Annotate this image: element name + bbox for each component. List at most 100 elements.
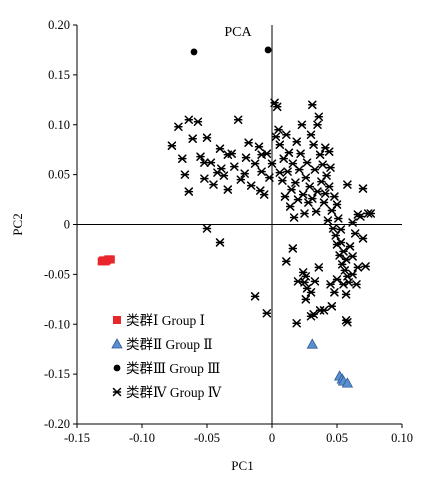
data-point-group-4 <box>283 167 292 176</box>
data-point-group-1 <box>101 257 110 266</box>
data-point-group-4 <box>326 163 335 172</box>
legend-marker-group-2 <box>111 338 123 349</box>
data-point-group-4 <box>330 192 339 201</box>
data-point-group-4 <box>326 280 335 289</box>
data-point-group-4 <box>292 319 301 328</box>
data-point-group-4 <box>302 158 312 167</box>
data-point-group-4 <box>308 100 317 110</box>
legend-marker-group-4 <box>112 387 122 397</box>
data-point-group-4 <box>178 154 187 163</box>
data-point-group-4 <box>353 210 363 219</box>
x-tick-label: -0.05 <box>194 431 220 445</box>
axes: -0.15 -0.10 -0.05 0 0.05 0.10-0.20-0.15-0.10-… <box>44 18 413 445</box>
data-point-group-4 <box>309 140 318 149</box>
data-point-group-4 <box>200 174 209 183</box>
data-points <box>97 46 376 388</box>
data-point-group-4 <box>340 266 350 275</box>
data-point-group-4 <box>285 202 295 211</box>
data-point-group-4 <box>332 275 342 284</box>
data-point-group-4 <box>188 134 197 143</box>
data-point-group-4 <box>274 125 283 134</box>
data-point-group-4 <box>297 120 307 129</box>
data-point-group-4 <box>308 194 317 203</box>
data-point-group-4 <box>322 171 331 180</box>
data-point-group-4 <box>337 260 347 269</box>
data-point-group-4 <box>339 280 348 289</box>
data-point-group-4 <box>215 144 225 153</box>
data-point-group-4 <box>318 160 327 169</box>
data-point-group-4 <box>233 115 243 125</box>
y-tick-label: 0.20 <box>48 18 70 32</box>
data-point-group-4 <box>193 117 203 127</box>
data-point-group-4 <box>306 288 316 297</box>
data-point-group-4 <box>223 150 233 159</box>
y-tick-label: 0.10 <box>48 118 70 132</box>
data-point-group-4 <box>314 112 324 122</box>
y-tick-label: -0.10 <box>44 317 70 331</box>
legend-label-group-4: 类群Ⅳ Group Ⅳ <box>126 385 222 400</box>
data-point-group-4 <box>300 209 309 218</box>
data-point-group-4 <box>353 263 363 272</box>
data-point-group-4 <box>209 180 218 189</box>
data-point-group-4 <box>267 159 277 168</box>
data-point-group-4 <box>293 277 303 286</box>
data-point-group-4 <box>323 216 333 225</box>
y-tick-label: 0.15 <box>48 68 70 82</box>
data-point-group-4 <box>350 229 360 238</box>
data-point-group-4 <box>202 133 212 142</box>
data-point-group-4 <box>328 224 338 233</box>
data-point-group-4 <box>270 98 279 108</box>
data-point-group-4 <box>282 257 291 266</box>
y-tick-label: -0.20 <box>44 417 70 431</box>
data-point-group-4 <box>327 302 337 311</box>
legend-label-group-3: 类群Ⅲ Group Ⅲ <box>126 361 220 376</box>
data-point-group-4 <box>309 310 318 319</box>
data-point-group-4 <box>315 150 325 159</box>
data-point-group-2 <box>341 377 354 388</box>
legend-marker-group-1 <box>113 316 121 324</box>
data-point-group-4 <box>336 225 346 234</box>
data-point-group-4 <box>230 162 239 171</box>
data-point-group-4 <box>196 152 205 161</box>
data-point-group-4 <box>284 148 294 157</box>
data-point-group-4 <box>272 102 282 112</box>
data-point-group-4 <box>291 178 300 187</box>
y-axis-title: PC2 <box>10 213 25 235</box>
data-point-group-4 <box>345 242 355 251</box>
data-point-group-4 <box>348 218 357 227</box>
data-point-group-4 <box>219 171 229 180</box>
data-point-group-4 <box>275 140 285 149</box>
data-point-group-4 <box>250 159 260 168</box>
data-point-group-4 <box>236 175 246 184</box>
data-point-group-4 <box>292 137 301 146</box>
data-point-group-4 <box>324 182 334 191</box>
data-point-group-4 <box>319 306 329 315</box>
data-point-group-4 <box>348 270 357 279</box>
data-point-group-4 <box>298 268 308 277</box>
data-point-group-4 <box>295 165 304 174</box>
data-point-group-4 <box>217 164 226 173</box>
data-point-group-4 <box>339 247 348 256</box>
legend: 类群Ⅰ Group Ⅰ 类群Ⅱ Group Ⅱ 类群Ⅲ Group Ⅲ 类群Ⅳ Gro… <box>111 313 222 400</box>
chart-title: PCA <box>224 25 252 40</box>
y-tick-label: 0.05 <box>48 168 70 182</box>
data-point-group-4 <box>305 182 314 191</box>
data-point-group-4 <box>184 187 194 196</box>
legend-label-group-2: 类群Ⅱ Group Ⅱ <box>126 337 213 352</box>
data-point-group-4 <box>319 198 329 207</box>
data-point-group-4 <box>174 122 183 131</box>
data-point-group-3 <box>190 48 198 56</box>
data-point-group-4 <box>306 130 316 139</box>
data-point-group-4 <box>324 147 334 156</box>
data-point-group-4 <box>250 292 260 301</box>
data-point-group-4 <box>184 115 194 125</box>
data-point-group-4 <box>223 185 233 194</box>
data-point-group-4 <box>278 176 287 185</box>
data-point-group-4 <box>240 169 249 178</box>
data-point-group-4 <box>330 288 339 297</box>
data-point-group-4 <box>310 165 320 174</box>
data-point-group-4 <box>366 209 376 218</box>
data-point-group-4 <box>287 185 296 194</box>
y-tick-label: -0.15 <box>44 367 70 381</box>
